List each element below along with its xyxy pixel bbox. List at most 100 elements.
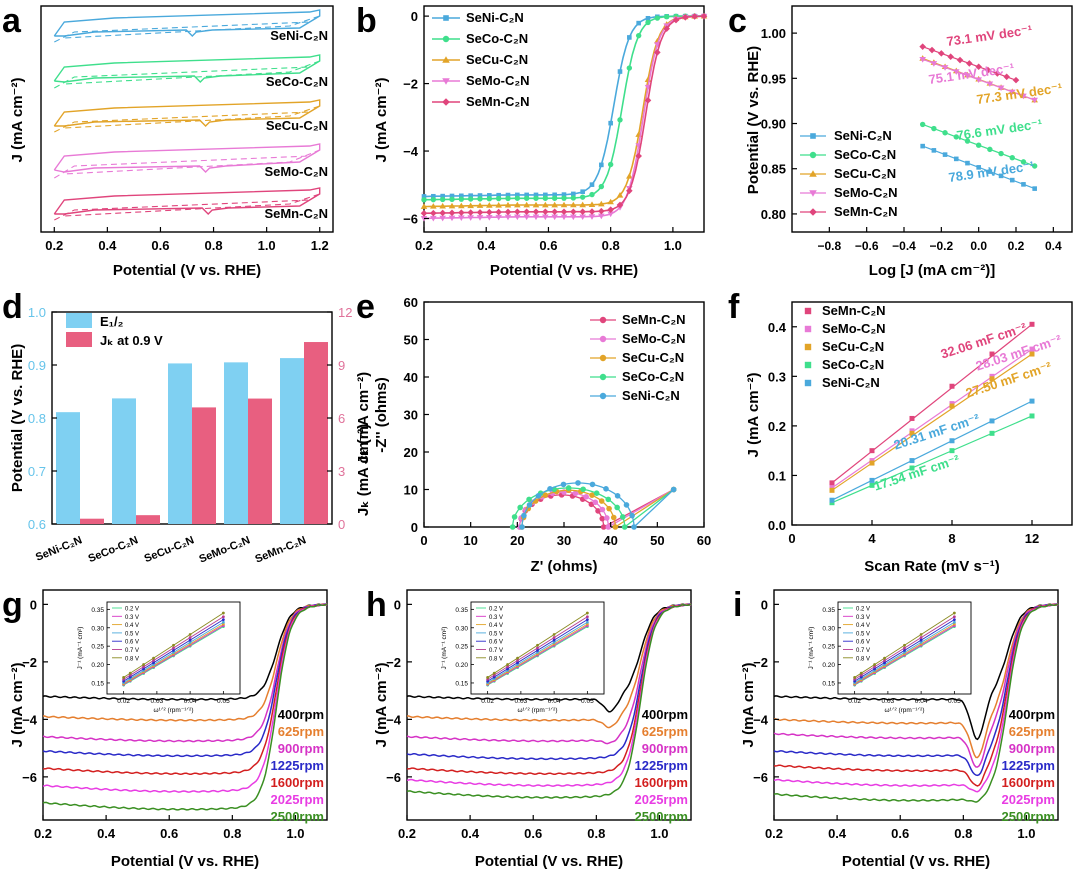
kl-marker [919, 638, 923, 642]
tafel-marker [928, 46, 936, 54]
kl-ytick-label: 0.35 [822, 607, 835, 614]
legend-label: SeMn-C₂N [466, 94, 530, 109]
nyquist-marker [604, 515, 610, 521]
panel-f-ytick-label: 0.3 [768, 369, 786, 384]
lsv-marker [617, 69, 623, 74]
tafel-marker [987, 169, 993, 174]
legend-marker [443, 15, 449, 21]
kl-marker [142, 665, 145, 669]
lsv-marker [421, 197, 427, 203]
panel-letter-d: d [2, 288, 23, 326]
lsv-marker [588, 214, 596, 220]
lsv-marker [608, 120, 613, 126]
panel-g-ytick-label: −4 [22, 712, 38, 727]
lsv-marker [467, 202, 474, 209]
kl-xtick-label: 0.05 [948, 698, 961, 705]
panel-h-xtick-label: 0.6 [524, 826, 542, 841]
panel-f-ytick-label: 0.1 [768, 468, 786, 483]
tafel-marker [919, 57, 926, 63]
tafel-marker [941, 65, 949, 71]
nyquist-marker [614, 504, 620, 511]
panel-g-ytick-label: −2 [22, 655, 37, 670]
tafel-marker [931, 148, 937, 153]
lsv-marker [598, 207, 605, 215]
tafel-marker [1032, 186, 1037, 191]
rde-rpm-label: 900rpm [278, 741, 324, 756]
kl-ytick-label: 0.35 [91, 607, 104, 614]
lsv-marker [524, 192, 529, 198]
lsv-marker [496, 192, 501, 198]
tafel-marker [1009, 154, 1015, 161]
rde-rpm-label: 400rpm [642, 707, 688, 722]
cdl-marker [1029, 398, 1035, 404]
rde-rpm-label: 625rpm [642, 724, 688, 739]
lsv-marker [644, 97, 652, 104]
panel-f-xlabel: Scan Rate (mV s⁻¹) [864, 558, 999, 575]
lsv-marker [560, 214, 568, 221]
nyquist-marker [610, 514, 617, 521]
lsv-marker [561, 192, 567, 197]
bar-category-label: SeMo-C₂N [197, 534, 251, 565]
cdl-marker [949, 448, 955, 454]
panel-letter-i: i [733, 586, 742, 624]
panel-d-ytick-left-label: 0.7 [28, 464, 46, 479]
panel-g-xtick-label: 0.4 [97, 826, 116, 841]
lsv-marker [636, 20, 641, 26]
cv-curve-dashed [54, 15, 320, 43]
lsv-marker [514, 201, 521, 208]
rde-curve [773, 603, 1059, 787]
legend-swatch-jk [66, 332, 92, 347]
nyquist-marker [623, 502, 630, 508]
kl-ytick-label: 0.25 [822, 644, 835, 651]
panel-d-ytick-left-label: 0.6 [28, 517, 46, 532]
lsv-marker [477, 193, 483, 198]
kl-ytick-label: 0.25 [91, 644, 104, 651]
kl-legend-label: 0.6 V [125, 640, 139, 646]
panel-i-xtick-label: 1.0 [1017, 826, 1035, 841]
nyquist-marker [521, 512, 527, 519]
cdl-marker [1029, 321, 1035, 327]
lsv-marker [495, 195, 502, 202]
panel-e-xtick-label: 0 [420, 533, 427, 548]
legend-label: SeCu-C₂N [822, 339, 884, 354]
kl-marker [952, 618, 956, 622]
nyquist-marker [526, 496, 532, 503]
cdl-marker [1029, 346, 1035, 352]
lsv-marker [616, 192, 624, 198]
cv-curve-dashed [54, 60, 320, 89]
panel-c-xtick-label: −0.6 [855, 239, 879, 253]
lsv-marker [552, 192, 557, 198]
lsv-marker [468, 193, 473, 198]
kl-marker [221, 611, 225, 615]
rde-curve [43, 603, 328, 722]
nyquist-marker [547, 486, 553, 492]
kl-marker [859, 675, 863, 679]
cdl-marker [869, 448, 875, 454]
cv-curve-dashed [54, 149, 320, 179]
panel-b-ytick-label: −2 [403, 77, 418, 92]
panel-c-xtick-label: 0.0 [970, 239, 987, 253]
kl-marker [172, 646, 175, 650]
cdl-fit-line [831, 400, 1033, 501]
kl-marker [142, 663, 145, 666]
lsv-marker [542, 214, 549, 221]
panel-e-xtick-label: 40 [603, 533, 617, 548]
kl-legend-label: 0.2 V [856, 607, 870, 613]
kl-marker [903, 648, 906, 652]
lsv-marker [542, 208, 549, 216]
nyquist-marker [606, 505, 612, 512]
kl-legend-label: 0.5 V [125, 631, 139, 637]
kl-marker [128, 675, 132, 679]
cdl-marker [869, 477, 875, 483]
panel-f-ytick-label: 0.0 [768, 518, 786, 533]
kl-ytick-label: 0.25 [455, 644, 468, 651]
lsv-marker [561, 195, 567, 201]
lsv-marker [505, 192, 511, 198]
nyquist-marker [509, 524, 516, 530]
lsv-marker [448, 202, 456, 209]
nyquist-tail [633, 489, 675, 528]
lsv-marker [476, 215, 484, 221]
kl-legend-label: 0.3 V [489, 615, 503, 621]
kl-legend-label: 0.7 V [125, 648, 139, 654]
